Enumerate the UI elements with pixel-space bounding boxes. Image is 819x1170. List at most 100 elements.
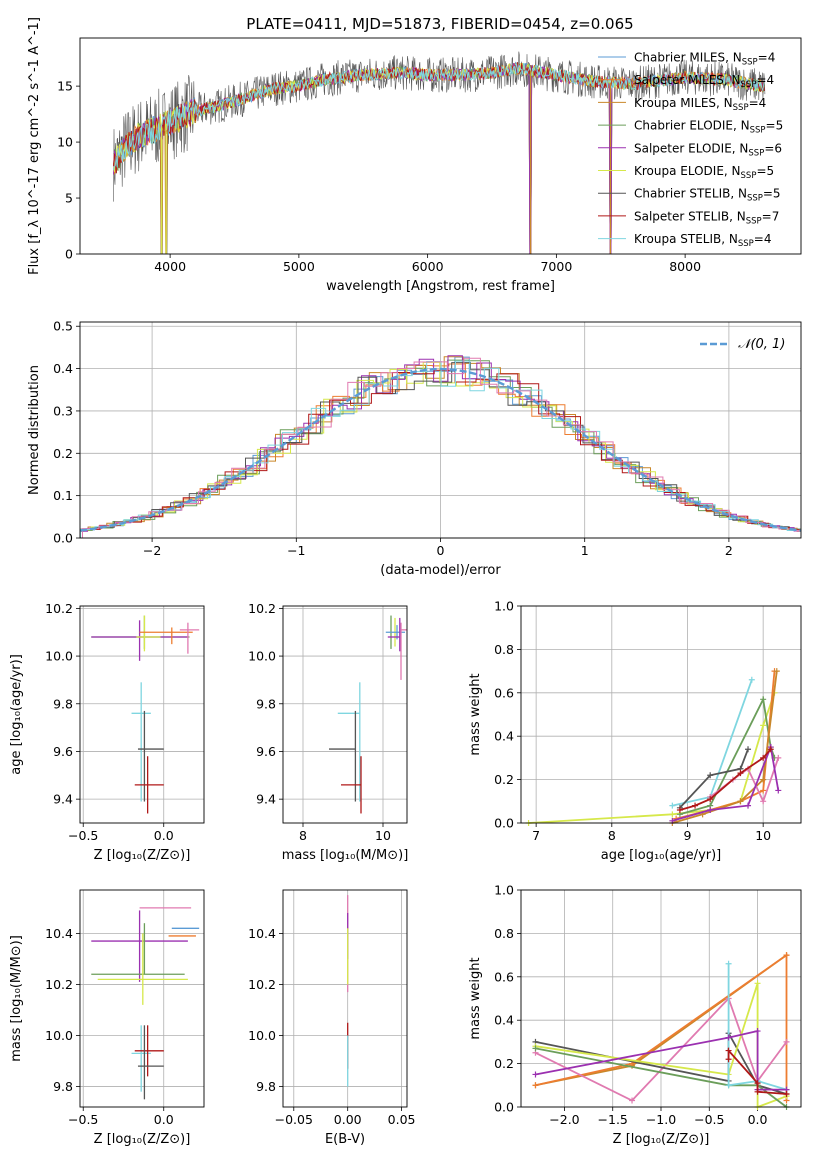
x-tick-label: 1	[581, 543, 589, 558]
error-point	[329, 710, 357, 802]
x-tick-label: 6000	[412, 259, 444, 274]
age-vs-mass-panel: 8 10 9.4 9.6 9.8 10.0 10.2 mass [log₁₀(M/M⊙)]	[248, 601, 408, 863]
y-tick-label: 0.3	[53, 403, 73, 418]
weight-marker	[775, 754, 782, 761]
error-point	[136, 615, 161, 652]
weight-marker	[629, 1097, 636, 1104]
plot-frame	[79, 37, 802, 255]
x-axis-label: Z [log₁₀(Z/Z⊙)]	[94, 1132, 191, 1147]
legend-label: Kroupa MILES, NSSP=4	[634, 96, 766, 113]
y-tick-label: 15	[57, 79, 73, 94]
plot-area	[80, 890, 204, 1107]
y-tick-label: 0	[65, 247, 73, 262]
x-tick-label: 5000	[283, 259, 315, 274]
y-tick-label: 9.6	[256, 744, 276, 759]
y-tick-label: 1.0	[494, 599, 514, 614]
plot-frame	[282, 889, 408, 1108]
error-point	[337, 682, 361, 802]
error-point	[341, 756, 362, 814]
residuals-panel: −2 −1 0 1 2 0.0 0.1 0.2 0.3 0.4 0.5 (data-model)/er…	[27, 319, 802, 578]
plot-area	[283, 606, 407, 823]
weight-series-7	[679, 748, 749, 809]
x-tick-label: −0.5	[694, 1112, 724, 1127]
y-axis-label: Flux [f_λ 10^-17 erg cm^-2 s^-1 A^-1]	[27, 17, 42, 275]
y-tick-label: 0.5	[53, 319, 73, 334]
x-tick-label: −2	[143, 543, 161, 558]
x-tick-label: −1.5	[598, 1112, 628, 1127]
legend-label: Chabrier STELIB, NSSP=5	[634, 187, 781, 204]
error-point	[400, 622, 407, 680]
y-tick-label: 10.4	[45, 926, 73, 941]
weight-marker	[767, 746, 774, 753]
x-tick-label: 4000	[154, 259, 186, 274]
weight-marker	[725, 1034, 732, 1041]
y-axis-label: mass weight	[468, 957, 483, 1039]
weight-marker	[532, 1071, 539, 1078]
spectrum-panel: 4000 5000 6000 7000 8000 0 5 10 15 wavelength [An…	[27, 17, 802, 294]
weight-marker	[532, 1045, 539, 1052]
y-axis-label: age [log₁₀(age/yr)]	[9, 654, 24, 775]
weight-marker	[725, 1047, 732, 1054]
y-tick-label: 10.2	[248, 977, 276, 992]
plot-frame	[282, 605, 408, 824]
weight-series-5	[535, 1047, 788, 1108]
y-tick-label: 10.0	[248, 1028, 276, 1043]
y-tick-label: 10.2	[45, 977, 73, 992]
y-tick-label: 9.8	[256, 696, 276, 711]
x-axis-label: E(B-V)	[325, 1132, 365, 1147]
x-tick-label: 10	[755, 828, 771, 843]
plot-area	[283, 890, 407, 1107]
x-axis-label: Z [log₁₀(Z/Z⊙)]	[94, 848, 191, 863]
error-point	[179, 622, 200, 654]
weight-marker	[773, 668, 780, 675]
x-tick-label: 0.0	[154, 828, 174, 843]
y-tick-label: 5	[65, 191, 73, 206]
weight-marker	[707, 806, 714, 813]
legend-label: Salpeter MILES, NSSP=4	[634, 73, 774, 90]
y-tick-label: 10.0	[45, 649, 73, 664]
weight-vs-metallicity-panel: −2.0 −1.5 −1.0 −0.5 0.0 0.0 0.2 0.4 0.6 0.8 1.0 Z […	[468, 883, 802, 1147]
weight-marker	[754, 1080, 761, 1087]
legend-label: Kroupa STELIB, NSSP=4	[634, 232, 772, 249]
y-tick-label: 10.0	[248, 649, 276, 664]
x-tick-label: 8000	[669, 259, 701, 274]
weight-marker	[725, 1082, 732, 1089]
y-tick-label: 0.0	[494, 816, 514, 831]
x-tick-label: 0.0	[748, 1112, 768, 1127]
error-point	[139, 627, 193, 645]
x-tick-label: 9	[684, 828, 692, 843]
y-tick-label: 0.8	[494, 926, 514, 941]
weight-marker	[725, 960, 732, 967]
weight-marker	[760, 776, 767, 783]
y-tick-label: 0.4	[494, 729, 514, 744]
histogram-9	[82, 357, 801, 538]
plot-frame	[520, 605, 802, 824]
legend-label: Chabrier ELODIE, NSSP=5	[634, 119, 783, 136]
x-tick-label: −2.0	[549, 1112, 579, 1127]
x-tick-label: 8	[299, 828, 307, 843]
y-tick-label: 0.2	[494, 772, 514, 787]
gaussian-curve	[79, 367, 802, 532]
y-tick-label: 0.1	[53, 488, 73, 503]
legend-label: 𝒩(0, 1)	[738, 337, 785, 352]
weight-marker	[760, 696, 767, 703]
error-point	[137, 1025, 164, 1100]
weight-marker	[669, 802, 676, 809]
legend-label: Salpeter ELODIE, NSSP=6	[634, 141, 782, 158]
y-tick-label: 9.8	[53, 696, 73, 711]
y-axis-label: mass [log₁₀(M/M⊙)]	[9, 935, 24, 1062]
y-tick-label: 10.2	[248, 601, 276, 616]
error-point	[91, 923, 185, 975]
x-tick-label: −0.5	[68, 1112, 98, 1127]
error-point	[97, 933, 188, 1005]
plot-area	[80, 606, 204, 823]
y-tick-label: 0.4	[53, 361, 73, 376]
weight-marker	[669, 811, 676, 818]
weight-marker	[532, 1082, 539, 1089]
x-tick-label: −0.05	[275, 1112, 313, 1127]
weight-series-6	[727, 963, 787, 1091]
x-tick-label: 0	[437, 543, 445, 558]
weight-marker	[783, 1038, 790, 1045]
y-tick-label: 0.0	[494, 1100, 514, 1115]
error-point	[91, 910, 188, 982]
